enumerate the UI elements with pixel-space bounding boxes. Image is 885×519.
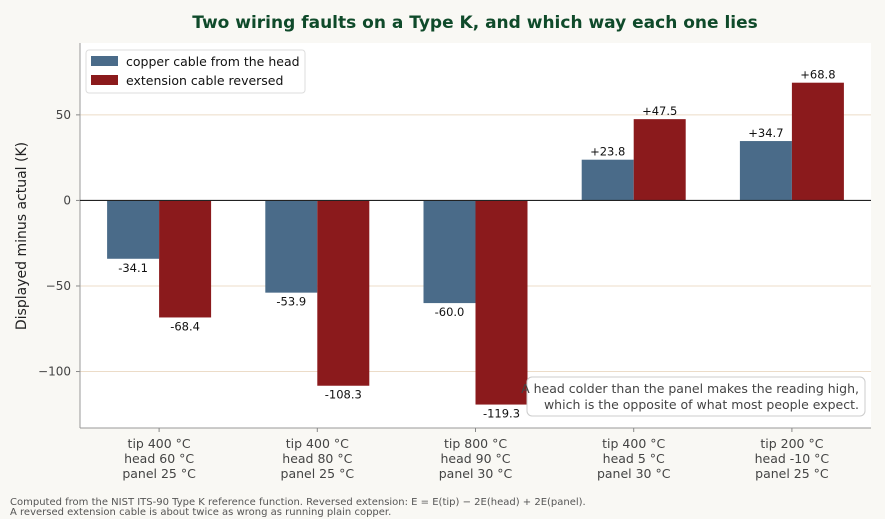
legend-box xyxy=(85,49,306,94)
x-tick-label: head 90 °C xyxy=(440,451,510,466)
bar-reversed xyxy=(475,200,528,405)
legend-label: extension cable reversed xyxy=(126,73,283,88)
bar-copper xyxy=(739,141,792,201)
x-tick-label: tip 400 °C xyxy=(128,436,191,451)
data-label: -34.1 xyxy=(118,261,148,275)
data-label: -60.0 xyxy=(435,305,465,319)
x-tick-label: tip 200 °C xyxy=(760,436,823,451)
x-tick-label: panel 25 °C xyxy=(755,466,829,481)
x-tick-label: panel 30 °C xyxy=(439,466,513,481)
data-label: +23.8 xyxy=(590,145,625,159)
data-label: +47.5 xyxy=(642,104,677,118)
annotation-box xyxy=(526,376,866,417)
chart-title: Two wiring faults on a Type K, and which… xyxy=(192,13,758,33)
bar-reversed xyxy=(317,200,370,386)
y-tick-label: 0 xyxy=(63,193,71,207)
x-tick-label: head 80 °C xyxy=(282,451,352,466)
bar-copper xyxy=(107,200,160,259)
legend-label: copper cable from the head xyxy=(126,54,300,69)
x-tick-label: tip 800 °C xyxy=(444,436,507,451)
annotation-text: which is the opposite of what most peopl… xyxy=(544,397,859,412)
x-tick-label: panel 30 °C xyxy=(597,466,671,481)
data-label: -53.9 xyxy=(276,295,306,309)
x-tick-label: head -10 °C xyxy=(755,451,830,466)
x-tick-label: head 5 °C xyxy=(603,451,665,466)
legend-swatch xyxy=(91,56,118,66)
x-tick-label: panel 25 °C xyxy=(281,466,355,481)
data-label: +34.7 xyxy=(748,126,783,140)
data-label: -119.3 xyxy=(483,407,520,421)
y-tick-label: −50 xyxy=(46,279,71,293)
y-tick-label: −100 xyxy=(38,365,71,379)
data-label: -68.4 xyxy=(170,319,200,333)
annotation-text: A head colder than the panel makes the r… xyxy=(521,381,859,396)
data-label: +68.8 xyxy=(800,68,835,82)
bar-copper xyxy=(265,200,318,293)
legend-swatch xyxy=(91,75,118,85)
footnote-line-1: Computed from the NIST ITS-90 Type K ref… xyxy=(10,497,586,508)
x-tick-label: head 60 °C xyxy=(124,451,194,466)
bar-reversed xyxy=(159,200,212,318)
x-tick-label: tip 400 °C xyxy=(602,436,665,451)
bar-copper xyxy=(423,200,476,304)
footnote-line-2: A reversed extension cable is about twic… xyxy=(10,507,392,518)
bar-reversed xyxy=(633,119,686,201)
y-tick-label: 50 xyxy=(56,108,71,122)
data-label: -108.3 xyxy=(325,388,362,402)
bar-reversed xyxy=(791,82,844,201)
y-axis-label: Displayed minus actual (K) xyxy=(14,142,30,330)
bar-copper xyxy=(581,159,634,201)
x-tick-label: panel 25 °C xyxy=(122,466,196,481)
x-tick-label: tip 400 °C xyxy=(286,436,349,451)
